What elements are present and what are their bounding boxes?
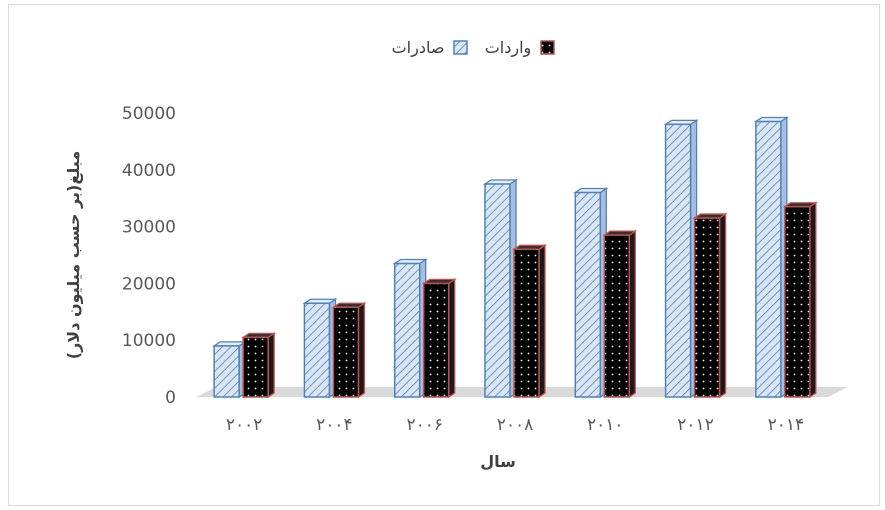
bar-side-imports: [809, 201, 817, 399]
bar-imports: [422, 282, 450, 398]
legend: واردات صادرات: [392, 38, 555, 58]
bar-exports: [484, 183, 511, 398]
bar-exports: [574, 191, 602, 398]
bar-side-imports: [267, 332, 275, 399]
bar-side-imports: [538, 244, 546, 399]
x-tick-label: ۲۰۰۸: [497, 415, 534, 435]
bar-side-imports: [718, 212, 727, 399]
legend-swatch-imports: [540, 40, 555, 55]
y-tick-label: 30000: [122, 218, 176, 238]
bar-side-imports: [448, 278, 456, 399]
bar-exports: [664, 123, 692, 398]
y-axis-title: مبلغ(بر حسب میلیون دلار): [64, 151, 83, 359]
legend-label-imports: واردات: [485, 38, 532, 58]
bar-imports: [784, 205, 811, 398]
y-tick-label: 40000: [122, 161, 176, 181]
bar-imports: [603, 234, 631, 398]
legend-item-imports: واردات: [485, 38, 555, 58]
x-tick-label: ۲۰۰۲: [226, 415, 263, 435]
x-tick-label: ۲۰۱۰: [587, 415, 624, 435]
y-tick-label: 0: [165, 388, 176, 408]
x-tick-label: ۲۰۱۴: [768, 415, 805, 435]
legend-item-exports: صادرات: [392, 38, 468, 58]
x-axis-ticks: ۲۰۰۲ ۲۰۰۴ ۲۰۰۶ ۲۰۰۸ ۲۰۱۰ ۲۰۱۲ ۲۰۱۴: [226, 415, 804, 435]
bar-side-imports: [628, 229, 636, 399]
bar-side-imports: [357, 302, 366, 399]
bar-imports: [693, 217, 721, 398]
x-tick-label: ۲۰۱۲: [677, 415, 714, 435]
bar-exports: [393, 262, 421, 398]
bar-imports: [513, 248, 540, 398]
x-axis-title: سال: [480, 452, 516, 471]
legend-label-exports: صادرات: [392, 38, 445, 58]
y-axis-ticks: 0 10000 20000 30000 40000 50000: [122, 104, 176, 408]
x-tick-label: ۲۰۰۴: [316, 415, 353, 435]
bar-imports: [242, 336, 269, 398]
y-tick-label: 50000: [122, 104, 176, 124]
y-tick-label: 10000: [122, 331, 176, 351]
x-tick-label: ۲۰۰۶: [406, 415, 443, 435]
bar-imports: [332, 306, 360, 398]
y-tick-label: 20000: [122, 274, 176, 294]
bars: [211, 116, 819, 399]
chart-frame: [8, 4, 880, 506]
bar-exports: [303, 302, 331, 398]
legend-swatch-exports: [453, 40, 468, 55]
bar-exports: [213, 345, 240, 398]
bar-exports: [755, 120, 782, 398]
